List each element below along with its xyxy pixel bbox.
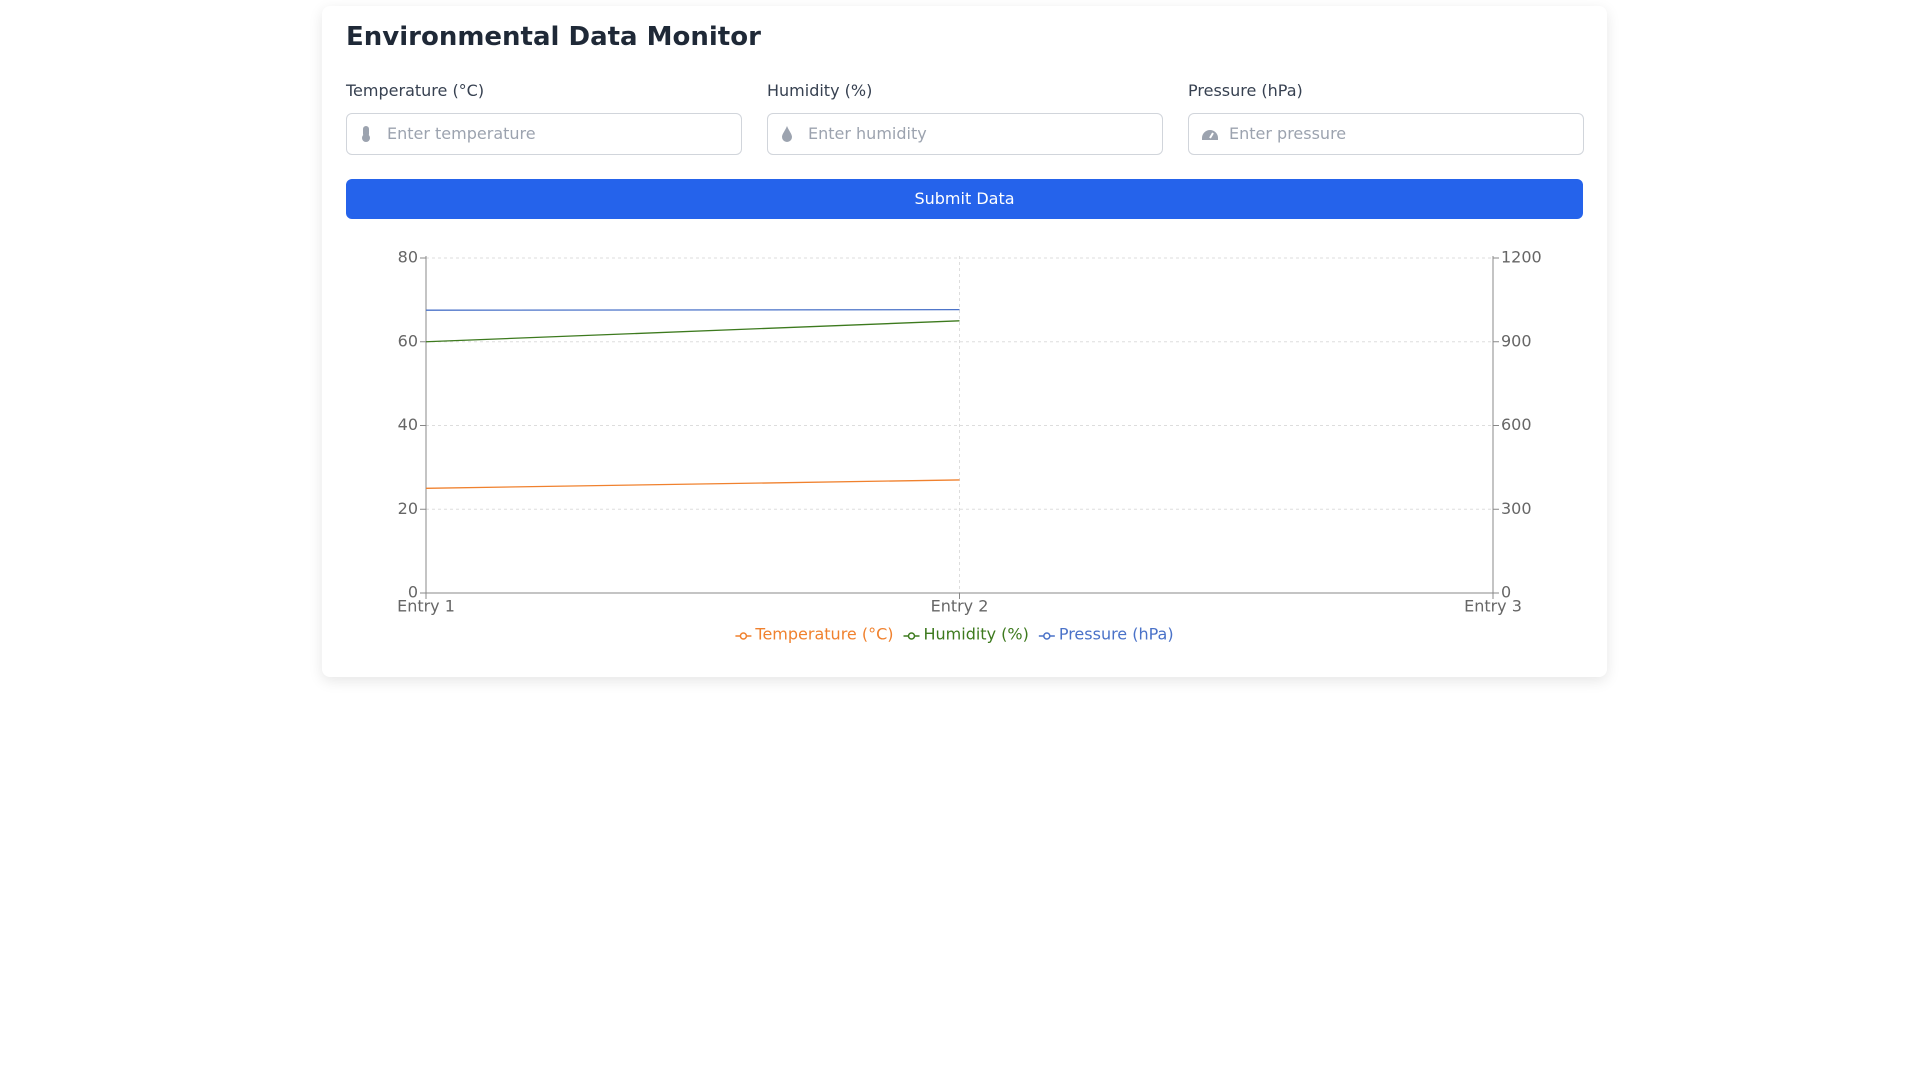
y2-tick-label: 900 (1501, 331, 1532, 350)
x-tick-label: Entry 1 (397, 597, 455, 616)
pressure-input[interactable]: Enter pressure (1188, 113, 1584, 155)
y2-tick-label: 0 (1501, 583, 1511, 602)
y-tick-label: 20 (398, 499, 418, 518)
x-tick-label: Entry 2 (931, 597, 989, 616)
y-tick-label: 40 (398, 415, 418, 434)
legend-label: Temperature (°C) (754, 625, 893, 644)
field-label: Humidity (%) (767, 81, 873, 100)
legend-swatch-dot (907, 632, 916, 640)
legend-swatch-dot (739, 632, 748, 640)
y-tick-label: 60 (398, 331, 418, 350)
temperature-input[interactable]: Enter temperature (346, 113, 742, 155)
field-label: Temperature (°C) (346, 81, 485, 100)
field-label: Pressure (hPa) (1188, 81, 1303, 100)
placeholder: Enter humidity (808, 124, 927, 143)
legend-label: Pressure (hPa) (1059, 625, 1174, 644)
y2-tick-label: 1200 (1501, 248, 1542, 267)
y2-tick-label: 300 (1501, 499, 1532, 518)
y2-tick-label: 600 (1501, 415, 1532, 434)
y-tick-label: 0 (408, 583, 418, 602)
placeholder: Enter pressure (1229, 124, 1347, 143)
series-line (425, 320, 960, 343)
submit-button[interactable]: Submit Data (346, 179, 1583, 219)
series-line (425, 479, 960, 489)
thermometer-icon (362, 126, 370, 142)
y-tick-label: 80 (398, 248, 418, 267)
x-tick-label: Entry 3 (1464, 597, 1522, 616)
humidity-input[interactable]: Enter humidity (767, 113, 1163, 155)
gauge-icon (1202, 130, 1218, 140)
legend-swatch-dot (1043, 632, 1051, 640)
series-line (425, 308, 960, 311)
placeholder: Enter temperature (387, 124, 536, 143)
page-title: Environmental Data Monitor (346, 22, 761, 52)
legend-label: Humidity (%) (924, 625, 1029, 644)
drop-icon (782, 126, 792, 142)
